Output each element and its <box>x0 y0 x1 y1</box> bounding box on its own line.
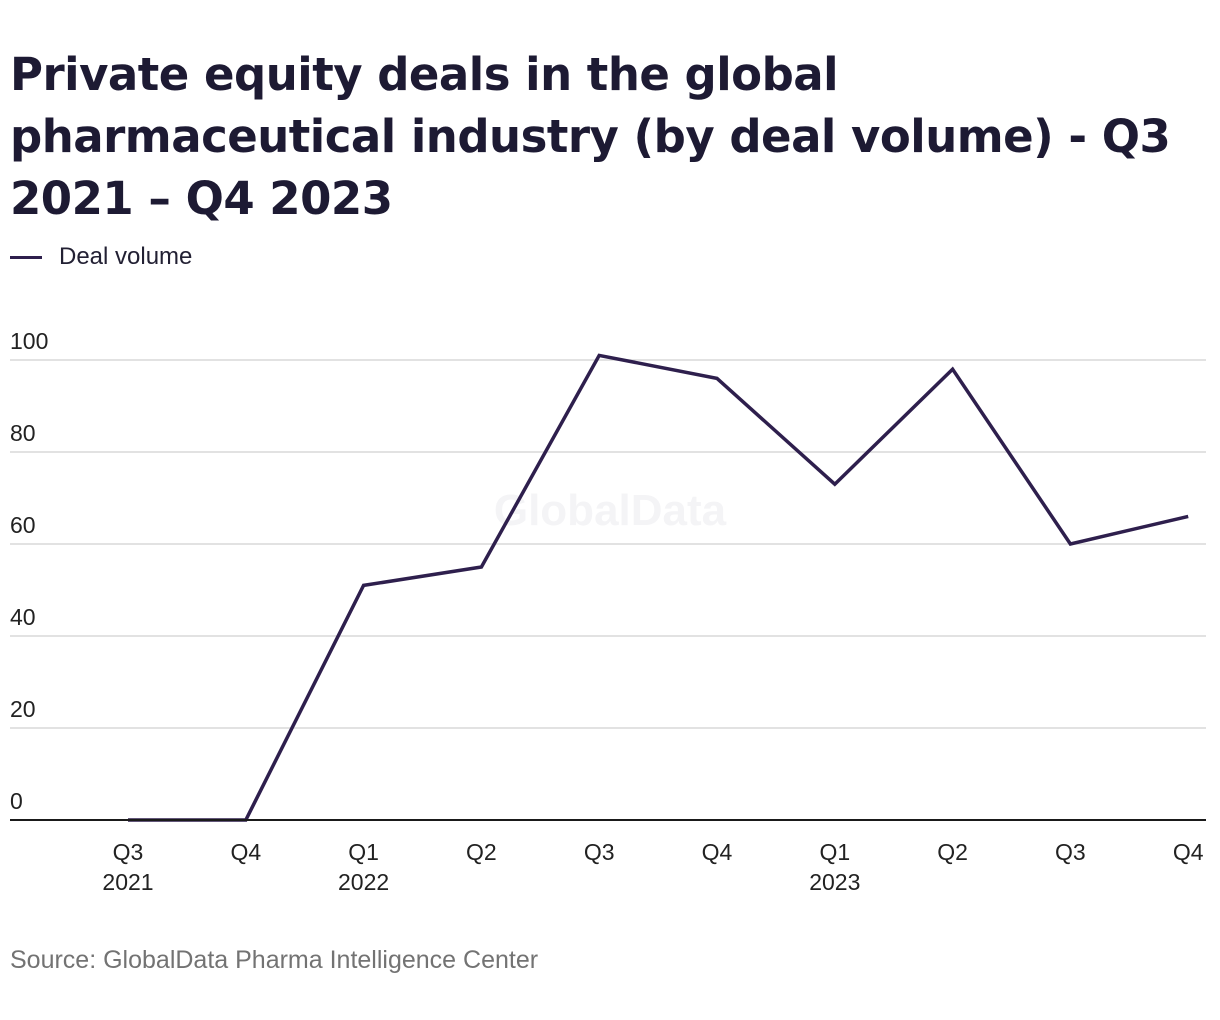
y-tick-label: 0 <box>10 788 23 814</box>
y-axis-tick-labels: 0 20 40 60 80 100 <box>10 328 48 814</box>
chart-title: Private equity deals in the global pharm… <box>10 48 1171 225</box>
legend: Deal volume <box>10 243 192 271</box>
x-tick-label: Q1 <box>819 839 850 865</box>
y-tick-label: 100 <box>10 328 48 354</box>
x-tick-label: Q2 <box>466 839 497 865</box>
y-tick-label: 80 <box>10 420 36 446</box>
x-tick-label: Q4 <box>702 839 733 865</box>
legend-label-deal-volume: Deal volume <box>59 243 193 270</box>
y-tick-label: 20 <box>10 696 36 722</box>
source-note: Source: GlobalData Pharma Intelligence C… <box>10 946 539 974</box>
line-chart: GlobalData 0 20 40 60 80 100 Q3 2021 Q4 Q1 2022 Q2… <box>10 328 1206 895</box>
x-tick-label: Q4 <box>230 839 261 865</box>
y-tick-label: 40 <box>10 604 36 630</box>
series-line-deal-volume <box>128 353 1189 822</box>
x-tick-label: Q3 <box>113 839 144 865</box>
legend-swatch-deal-volume <box>10 255 42 259</box>
x-tick-label: Q3 <box>1055 839 1086 865</box>
gridlines <box>10 359 1206 729</box>
x-tick-label: Q1 <box>348 839 379 865</box>
x-tick-label: Q2 <box>937 839 968 865</box>
x-tick-label: 2023 <box>809 869 860 895</box>
y-tick-label: 60 <box>10 512 36 538</box>
series-lines <box>128 353 1189 822</box>
x-tick-label: 2022 <box>338 869 389 895</box>
watermark: GlobalData <box>494 486 727 535</box>
x-axis-tick-labels: Q3 2021 Q4 Q1 2022 Q2 Q3 Q4 Q1 2023 Q2 Q3 Q4 <box>102 839 1203 895</box>
x-tick-label: Q3 <box>584 839 615 865</box>
x-tick-label: Q4 <box>1173 839 1204 865</box>
x-tick-label: 2021 <box>102 869 153 895</box>
